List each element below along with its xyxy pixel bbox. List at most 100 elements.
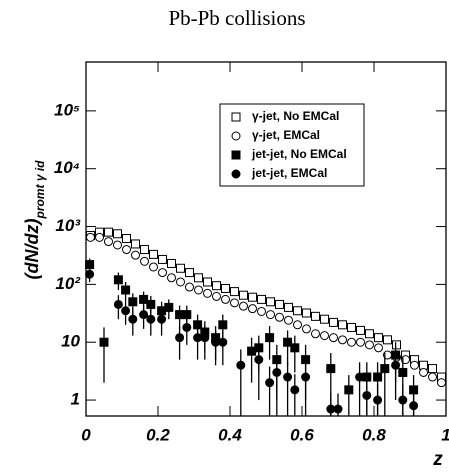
data-point xyxy=(333,404,343,414)
data-point xyxy=(248,304,257,314)
data-point xyxy=(146,299,156,309)
data-point xyxy=(95,232,104,242)
data-point xyxy=(437,378,446,388)
data-point xyxy=(284,302,293,312)
data-point xyxy=(239,301,248,311)
data-point xyxy=(356,325,365,335)
data-point xyxy=(338,320,347,330)
y-axis-label: (dN/dz)promt γ id xyxy=(22,160,47,280)
legend-label: γ-jet, EMCal xyxy=(252,128,320,142)
data-point xyxy=(104,237,113,247)
data-point xyxy=(329,317,338,327)
data-point xyxy=(302,308,311,318)
data-point xyxy=(157,314,167,324)
x-tick-label: 0 xyxy=(81,425,91,444)
data-point xyxy=(266,297,275,307)
data-point xyxy=(139,294,149,304)
data-point xyxy=(182,322,192,332)
data-point xyxy=(113,299,123,309)
data-point xyxy=(374,333,383,343)
data-point xyxy=(293,306,302,316)
data-point xyxy=(203,288,212,298)
y-axis-label-main: (dN/dz) xyxy=(22,219,42,280)
data-point xyxy=(265,333,275,343)
data-point xyxy=(85,269,95,279)
data-point xyxy=(275,312,284,322)
data-point xyxy=(140,256,149,266)
data-point xyxy=(347,322,356,332)
data-point xyxy=(176,263,185,273)
data-point xyxy=(248,292,257,302)
x-tick-label: 0.6 xyxy=(290,425,314,444)
x-tick-label: 0.8 xyxy=(362,425,386,444)
data-point xyxy=(257,294,266,304)
legend-marker xyxy=(231,112,241,122)
data-point xyxy=(139,310,149,320)
data-point xyxy=(176,277,185,287)
data-point xyxy=(311,329,320,339)
data-point xyxy=(149,262,158,272)
data-point xyxy=(221,294,230,304)
data-point xyxy=(212,281,221,291)
data-point xyxy=(329,333,338,343)
data-point xyxy=(428,372,437,382)
data-point xyxy=(254,355,264,365)
data-point xyxy=(275,299,284,309)
data-point xyxy=(167,273,176,283)
legend-label: γ-jet, No EMCal xyxy=(252,109,339,123)
data-point xyxy=(230,287,239,297)
data-point xyxy=(284,315,293,325)
data-point xyxy=(428,364,437,374)
data-point xyxy=(167,258,176,268)
data-point xyxy=(290,343,300,353)
data-point xyxy=(218,320,228,330)
legend-marker xyxy=(231,169,241,179)
data-point xyxy=(290,385,300,395)
data-point xyxy=(392,340,401,350)
data-point xyxy=(194,285,203,295)
data-point xyxy=(239,290,248,300)
legend-marker xyxy=(231,150,241,160)
x-axis-label: z xyxy=(432,449,443,469)
data-point xyxy=(122,234,131,244)
data-point xyxy=(419,367,428,377)
y-tick-label: 1 xyxy=(71,390,80,409)
data-point xyxy=(104,227,113,237)
legend-label: jet-jet, EMCal xyxy=(251,166,327,180)
data-point xyxy=(302,324,311,334)
legend-marker xyxy=(231,131,241,141)
data-point xyxy=(257,306,266,316)
data-point xyxy=(158,268,167,278)
data-point xyxy=(347,337,356,347)
data-point xyxy=(113,229,122,239)
data-point xyxy=(356,337,365,347)
chart-title: Pb-Pb collisions xyxy=(168,6,305,30)
data-point xyxy=(221,283,230,293)
data-point xyxy=(410,360,419,370)
data-point xyxy=(283,372,293,382)
data-point xyxy=(391,360,401,370)
data-point xyxy=(409,401,419,411)
data-point xyxy=(140,245,149,255)
data-point xyxy=(301,372,311,382)
data-point xyxy=(203,277,212,287)
legend-label: jet-jet, No EMCal xyxy=(251,147,347,161)
data-point xyxy=(131,239,140,249)
legend-box xyxy=(219,103,365,187)
data-point xyxy=(283,337,293,347)
data-point xyxy=(212,291,221,301)
data-point xyxy=(344,385,354,395)
data-point xyxy=(175,333,185,343)
data-point xyxy=(121,285,131,295)
data-point xyxy=(398,367,408,377)
data-point xyxy=(236,360,246,370)
data-point xyxy=(272,367,282,377)
data-point xyxy=(128,314,138,324)
data-point xyxy=(373,395,383,405)
y-tick-label: 10⁴ xyxy=(54,158,80,177)
y-axis-label-sub: promt γ id xyxy=(33,160,47,220)
data-point xyxy=(113,275,123,285)
y-tick-label: 10⁵ xyxy=(54,100,80,119)
data-point xyxy=(149,249,158,259)
data-point xyxy=(326,364,336,374)
